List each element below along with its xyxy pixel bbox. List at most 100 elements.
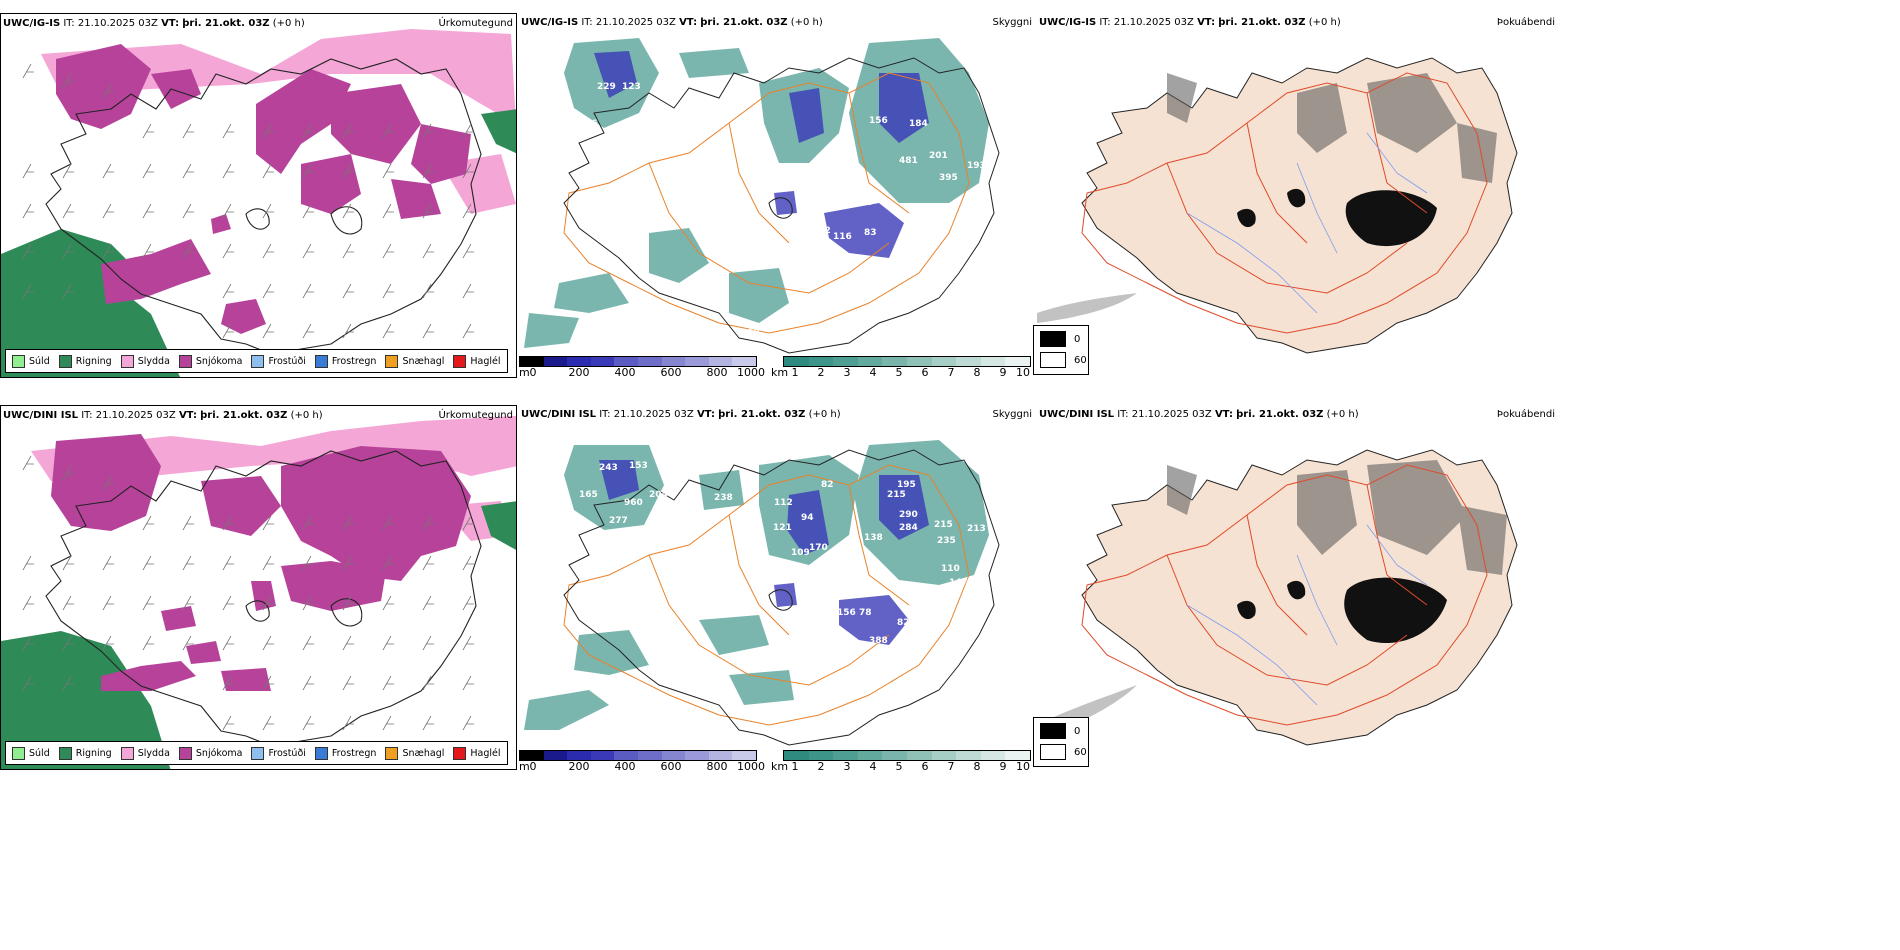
vis-value: 119: [799, 188, 818, 198]
vis-value: 91: [817, 588, 830, 598]
visibility-values: 229 123 436 386 379 316 156 184 481 201 …: [579, 82, 986, 343]
visibility-values: 243 153 165 960 277 204 238 112 121 109 …: [579, 461, 986, 716]
legend-swatch: [314, 354, 328, 368]
colorbar-tick: 8: [973, 366, 981, 378]
vis-value: 113: [767, 706, 786, 716]
precip-type-legend: Súld Rigning Slydda Snjókoma Frostúði Fr…: [5, 349, 508, 373]
fog-map-2: [1037, 449, 1518, 746]
colorbar-tick: 3: [843, 760, 851, 770]
visibility-map-1: [524, 38, 1000, 354]
legend-swatch: [178, 354, 192, 368]
vis-value: 108: [791, 178, 810, 188]
colorbar-gradient: [519, 356, 757, 367]
vis-value: 109: [791, 548, 810, 558]
legend-item: Súld: [12, 354, 50, 368]
colorbar-unit: km: [771, 366, 789, 378]
legend-swatch: [1040, 352, 1066, 368]
vis-value: 316: [639, 114, 658, 124]
vis-value: 215: [934, 520, 953, 530]
vis-value: 258: [815, 600, 834, 610]
wind-barbs: [22, 63, 474, 339]
vis-value: 84: [784, 220, 797, 230]
vis-value: 110: [941, 564, 960, 574]
colorbar-tick: 800: [706, 760, 728, 770]
vis-value: 587: [617, 318, 636, 328]
vis-value: 97: [905, 232, 918, 242]
legend-item: Rigning: [58, 746, 112, 760]
legend-swatch: [178, 746, 192, 760]
vis-value: 138: [864, 533, 883, 543]
colorbar-tick: 10: [1016, 760, 1030, 770]
panel-header: UWC/IG-IS IT: 21.10.2025 03Z VT: þri. 21…: [521, 17, 823, 28]
vis-value: 193: [967, 161, 986, 171]
vis-value: 168: [765, 333, 784, 343]
vis-value: 960: [624, 498, 643, 508]
visibility-colorbar: km 1 2 3 4 5 6 7 8 9 10: [771, 750, 1035, 770]
legend-swatch: [385, 746, 399, 760]
legend-item: Haglél: [453, 354, 501, 368]
colorbar-tick: 3: [843, 366, 851, 378]
legend-swatch: [314, 746, 328, 760]
vis-value: 198: [867, 258, 886, 268]
panel-header: UWC/IG-IS IT: 21.10.2025 03Z VT: þri. 21…: [1039, 17, 1341, 28]
legend-item: Súld: [12, 746, 50, 760]
vis-value: 215: [887, 490, 906, 500]
legend-item: Frostregn: [314, 746, 376, 760]
vis-value: 204: [649, 490, 668, 500]
vis-value: 229: [597, 82, 616, 92]
legend-swatch: [453, 354, 467, 368]
roads: [563, 464, 970, 726]
vis-value: 156: [837, 608, 856, 618]
vis-value: 395: [939, 173, 958, 183]
colorbar-gradient: [783, 356, 1031, 367]
legend-swatch: [453, 746, 467, 760]
colorbar-tick: 5: [895, 760, 903, 770]
precip-map-1: [1, 29, 516, 377]
dense-fog: [1237, 188, 1437, 247]
panel-title: Þokuábendi: [1496, 17, 1555, 28]
visibility-panel-2: UWC/DINI ISL IT: 21.10.2025 03Z VT: þri.…: [519, 405, 1035, 770]
visibility-map-2: [524, 440, 1000, 746]
vis-value: 170: [809, 543, 828, 553]
colorbar-tick: 9: [999, 760, 1007, 770]
precip-panel-2: UWC/DINI ISL IT: 21.10.2025 03Z VT: þri.…: [0, 405, 517, 770]
colorbar-tick: 1000: [737, 760, 765, 770]
panel-header: UWC/DINI ISL IT: 21.10.2025 03Z VT: þri.…: [521, 409, 841, 420]
panel-header: UWC/DINI ISL IT: 21.10.2025 03Z VT: þri.…: [1039, 409, 1359, 420]
vis-value: 78: [859, 608, 872, 618]
fog-panel-1: UWC/IG-IS IT: 21.10.2025 03Z VT: þri. 21…: [1037, 13, 1558, 378]
colorbar-gradient: [783, 750, 1031, 761]
vis-value: 968: [741, 328, 760, 338]
vis-value: 195: [897, 480, 916, 490]
fog-shading: [1167, 460, 1507, 575]
vis-value: 106: [854, 198, 873, 208]
legend-item: Frostúði: [251, 746, 306, 760]
vis-value: 94: [801, 513, 814, 523]
panel-title: Úrkomutegund: [438, 18, 513, 29]
legend-swatch: [58, 746, 72, 760]
elevation-colorbar: m 0 200 400 600 800 1000: [519, 356, 769, 378]
colorbar-tick: 7: [947, 366, 955, 378]
visibility-colorbar: km 1 2 3 4 5 6 7 8 9 10: [771, 356, 1035, 378]
vis-value: 156: [869, 116, 888, 126]
colorbar-tick: 5: [895, 366, 903, 378]
roads: [563, 72, 970, 334]
panel-title: Úrkomutegund: [438, 410, 513, 421]
colorbar-tick: 2: [817, 760, 825, 770]
legend-item: Rigning: [58, 354, 112, 368]
precip-map-2: [1, 416, 516, 769]
colorbar-unit: m: [519, 366, 530, 378]
legend-item: Snæhagl: [385, 746, 444, 760]
vis-value: 388: [869, 636, 888, 646]
vis-value: 184: [909, 119, 928, 129]
legend-swatch: [12, 746, 25, 760]
vis-value: 128: [811, 161, 830, 171]
iceland-outline: [45, 58, 482, 355]
vis-value: 82: [821, 480, 834, 490]
vis-value: 68: [915, 613, 928, 623]
legend-swatch: [120, 746, 134, 760]
terrain-shading-blue: [594, 51, 929, 258]
vis-value: 91: [812, 206, 825, 216]
colorbar-tick: 1: [791, 760, 799, 770]
coast: [563, 57, 1000, 354]
